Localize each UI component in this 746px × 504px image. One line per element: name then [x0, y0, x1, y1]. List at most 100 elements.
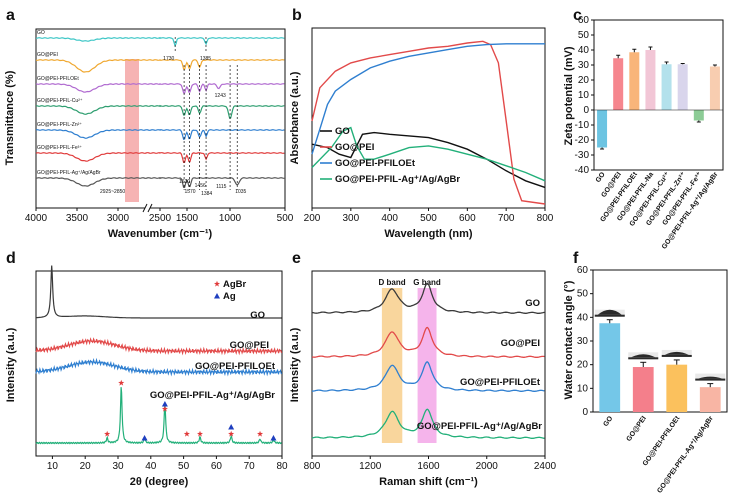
d-legend-label-1: Ag	[223, 291, 236, 302]
f-category-label-0: GO	[602, 415, 614, 428]
d-agbr-marker	[183, 430, 190, 437]
d-x-tick-label: 70	[244, 461, 256, 472]
e-series-2	[311, 361, 545, 392]
a-band-label: 1570	[184, 189, 195, 195]
c-bar-4	[661, 64, 672, 110]
a-band-label: 1035	[235, 189, 246, 195]
e-g-band-shade	[417, 288, 437, 443]
panel-label-d: d	[6, 250, 16, 267]
panel-label-a: a	[6, 7, 15, 24]
c-bar-5	[677, 64, 688, 110]
d-x-tick-label: 30	[112, 461, 124, 472]
axis-break-mark	[147, 203, 153, 213]
c-y-tick-label: 20	[578, 75, 590, 86]
a-series-label-3: GO@PEI-PFIL-Cu²⁺	[37, 98, 83, 104]
f-droplet-2	[664, 351, 689, 355]
panel-label-e: e	[292, 250, 301, 267]
b-x-tick-label: 700	[498, 213, 515, 224]
d-y-axis-title: Intensity (a.u.)	[5, 327, 17, 402]
a-range-label: 2925~2850	[100, 189, 125, 195]
c-y-tick-label: -30	[575, 150, 590, 161]
a-band-label: 1730	[163, 56, 174, 62]
d-x-tick-label: 10	[47, 461, 59, 472]
a-x-tick-label: 4000	[25, 213, 48, 224]
a-x-tick-label: 3000	[107, 213, 130, 224]
d-x-tick-label: 60	[211, 461, 223, 472]
d-ag-marker	[228, 424, 235, 430]
e-g-band-label: G band	[413, 278, 441, 287]
d-agbr-marker	[104, 430, 111, 437]
b-x-tick-label: 600	[459, 213, 476, 224]
e-x-tick-label: 1600	[417, 461, 440, 472]
d-ag-marker	[161, 401, 168, 407]
f-bar-0	[599, 323, 621, 412]
c-bar-7	[709, 66, 720, 110]
d-series-0	[36, 265, 282, 319]
a-x-axis-title: Wavenumber (cm⁻¹)	[108, 228, 213, 240]
f-y-tick-label: 50	[577, 289, 589, 300]
e-x-axis-title: Raman shift (cm⁻¹)	[379, 476, 478, 488]
e-series-label-0: GO	[525, 298, 540, 309]
d-ag-marker	[141, 435, 148, 441]
f-droplet-base-3	[695, 378, 726, 381]
a-x-tick-label: 1500	[176, 213, 199, 224]
panel-d-frame	[35, 270, 283, 457]
e-x-tick-label: 800	[304, 461, 321, 472]
d-agbr-marker	[257, 430, 264, 437]
f-bar-2	[666, 364, 688, 412]
panel-label-b: b	[292, 7, 302, 24]
b-x-tick-label: 200	[304, 213, 321, 224]
c-bar-0	[597, 110, 608, 148]
c-bar-2	[629, 52, 640, 110]
d-x-tick-label: 20	[80, 461, 92, 472]
d-series-3	[35, 387, 282, 445]
c-category-label-0: GO	[595, 171, 607, 184]
a-series-label-1: GO@PEI	[37, 52, 58, 58]
d-agbr-marker	[228, 430, 235, 437]
d-agbr-marker	[118, 379, 125, 386]
a-series-label-2: GO@PEI-PFILOEt	[37, 76, 79, 82]
b-x-tick-label: 500	[420, 213, 437, 224]
e-series-label-3: GO@PEI-PFIL-Ag⁺/Ag/AgBr	[417, 421, 542, 432]
f-droplet-base-2	[661, 354, 692, 357]
c-y-tick-label: 50	[578, 30, 590, 41]
b-series-2	[311, 43, 545, 155]
d-x-tick-label: 80	[276, 461, 288, 472]
f-category-label-2: GO@PEI-PFILOEt	[642, 415, 682, 468]
c-y-axis-title: Zeta potential (mV)	[563, 46, 575, 145]
e-x-tick-label: 2000	[476, 461, 499, 472]
a-series-3	[35, 104, 285, 119]
b-x-tick-label: 300	[342, 213, 359, 224]
e-x-tick-label: 1200	[359, 461, 382, 472]
b-series-1	[311, 40, 546, 205]
b-legend-label-3: GO@PEI-PFIL-Ag⁺/Ag/AgBr	[335, 174, 460, 185]
e-series-1	[311, 326, 545, 358]
e-x-tick-label: 2400	[534, 461, 557, 472]
axis-break-mark	[142, 203, 148, 213]
d-x-tick-label: 40	[145, 461, 157, 472]
e-series-0	[311, 282, 545, 314]
f-category-label-1: GO@PEI	[626, 415, 648, 443]
a-x-tick-label: 2500	[149, 213, 172, 224]
c-bar-3	[645, 50, 656, 110]
b-x-tick-label: 800	[537, 213, 554, 224]
e-series-label-1: GO@PEI	[501, 338, 540, 349]
f-y-axis-title: Water contact angle (°)	[563, 280, 575, 399]
b-x-axis-title: Wavelength (nm)	[384, 228, 473, 240]
c-y-tick-label: -40	[575, 165, 590, 176]
d-series-2	[35, 357, 283, 377]
a-x-tick-label: 3500	[66, 213, 89, 224]
f-droplet-0	[597, 309, 622, 315]
a-series-6	[35, 176, 285, 189]
b-legend-label-0: GO	[335, 126, 350, 137]
f-y-tick-label: 30	[577, 336, 589, 347]
f-bar-1	[632, 367, 654, 412]
f-y-tick-label: 40	[577, 312, 589, 323]
d-series-1	[35, 337, 283, 356]
axis-break-gap	[145, 204, 150, 212]
f-droplet-base-0	[594, 314, 625, 317]
f-y-tick-label: 0	[582, 407, 588, 418]
a-series-label-4: GO@PEI-PFIL-Zn²⁺	[37, 122, 82, 128]
a-band-label: 1384	[201, 191, 212, 197]
d-ag-marker	[270, 435, 277, 441]
